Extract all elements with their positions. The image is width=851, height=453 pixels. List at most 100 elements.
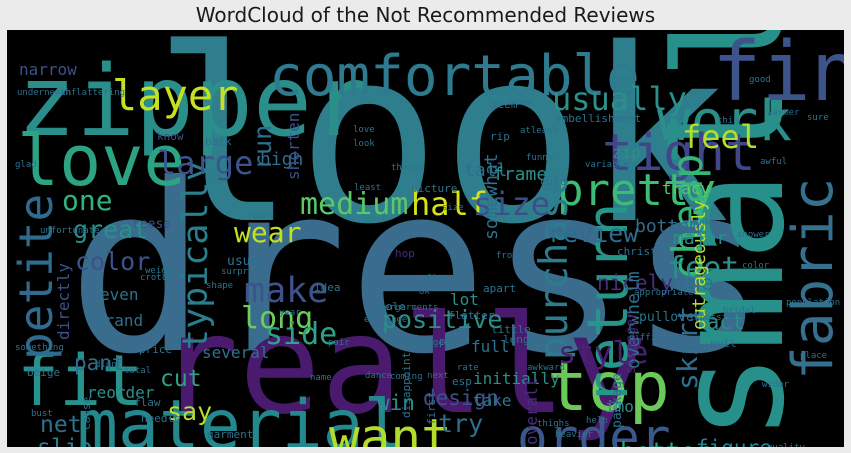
word-reese: reese xyxy=(132,217,171,232)
word-imo: imo xyxy=(605,397,634,416)
word-didnt: didnt xyxy=(95,360,122,370)
word-undergarments: undergarments xyxy=(368,303,438,313)
word-small: small xyxy=(644,30,818,442)
word-christ: christ xyxy=(617,245,657,258)
word-comfortable: comfortable xyxy=(269,44,640,109)
word-picture: picture xyxy=(411,182,457,195)
word-tight: tight xyxy=(602,124,756,183)
word-flaw: flaw xyxy=(134,396,161,409)
word-disappoint: disappoint xyxy=(400,352,413,418)
word-least: least xyxy=(354,183,381,193)
word-full: full xyxy=(471,337,510,356)
word-petite: petite xyxy=(9,194,63,360)
word-win: win xyxy=(377,391,415,415)
word-slip: slip xyxy=(37,435,92,447)
word-flatter: flatter xyxy=(448,309,495,322)
word-cut: cut xyxy=(160,366,202,392)
word-apart: apart xyxy=(483,282,516,295)
word-order: order xyxy=(517,409,671,447)
word-initially: initially xyxy=(473,369,560,388)
word-reorder: reorder xyxy=(87,383,155,402)
word-difficult: difficult xyxy=(629,333,678,343)
word-pant: pant xyxy=(74,351,125,375)
word-fine: fine xyxy=(426,274,448,284)
word-surprise: surprise xyxy=(221,267,264,277)
word-material: material xyxy=(77,386,405,447)
word-fit: fit xyxy=(17,340,143,422)
word-really: really xyxy=(157,287,648,445)
word-unflattering: unflattering xyxy=(60,88,125,98)
word-color: color xyxy=(75,247,150,276)
word-though: though xyxy=(391,163,424,173)
word-shower: shower xyxy=(737,230,770,240)
word-directly: directly xyxy=(54,263,73,340)
word-size: size xyxy=(442,203,464,213)
word-hop: hop xyxy=(395,247,415,260)
word-rate: rate xyxy=(457,363,479,373)
word-weight: weight xyxy=(145,266,178,276)
word-needle: needle xyxy=(141,412,181,425)
word-first: first xyxy=(425,392,438,425)
word-crotch: crotch xyxy=(140,273,173,283)
word-awful: awful xyxy=(760,157,787,167)
word-skirt: skirt xyxy=(671,306,704,390)
word-coming: coming xyxy=(390,372,423,382)
word-dress: dress xyxy=(67,134,768,405)
word-find: find xyxy=(712,30,844,120)
word-even: even xyxy=(100,285,139,304)
word-fabric: fabric xyxy=(781,178,844,380)
word-package: package xyxy=(610,373,625,428)
word-know: know xyxy=(157,130,184,143)
word-want: want xyxy=(329,409,452,447)
word-figure: figure xyxy=(696,436,772,447)
word-zip: zip xyxy=(612,143,641,162)
word-underneath: underneath xyxy=(17,88,71,98)
word-look: look xyxy=(353,139,375,149)
word-wide: wide xyxy=(663,271,714,295)
word-fact: fact xyxy=(694,310,745,334)
word-heavier: heavier xyxy=(555,430,594,440)
word-usual: usual xyxy=(227,254,266,269)
word-somewhat: somewhat xyxy=(481,153,502,240)
word-sure: sure xyxy=(807,113,829,123)
word-thighs: thighs xyxy=(537,419,570,429)
word-side: side xyxy=(265,317,337,352)
word-wear: wear xyxy=(234,216,301,249)
word-overwhelm: overwhelm xyxy=(623,271,644,369)
word-design: design xyxy=(423,386,499,410)
word-population: population xyxy=(786,298,840,308)
word-dance: dance xyxy=(365,371,392,381)
word-awkward: awkward xyxy=(527,363,565,373)
word-cloud-background xyxy=(7,30,844,447)
word-layer: layer xyxy=(112,71,238,120)
word-try: try xyxy=(438,409,483,438)
word-feet: feet xyxy=(667,251,739,286)
word-style: style xyxy=(558,336,648,371)
word-several: several xyxy=(202,343,269,362)
word-seem: seem xyxy=(509,98,531,108)
word-long: long xyxy=(241,301,313,336)
word-tracy: tracy xyxy=(662,179,711,198)
word-typically: typically xyxy=(176,160,216,350)
word-price: price xyxy=(139,343,172,356)
word-work: work xyxy=(657,89,792,154)
word-review: review xyxy=(548,219,639,248)
word-shape: shape xyxy=(206,281,233,291)
word-exchange: exchange xyxy=(364,315,407,325)
word-bridal: bridal xyxy=(723,306,756,316)
word-look: look xyxy=(152,30,730,277)
word-rip: rip xyxy=(490,130,510,143)
word-cute: cute xyxy=(540,175,567,188)
word-purchase: purchase xyxy=(532,172,577,360)
word-thin: thin xyxy=(717,116,739,126)
word-name: name xyxy=(310,373,332,383)
word-hole: hole xyxy=(379,300,406,313)
word-frame: frame xyxy=(493,164,547,185)
word-cheap: cheap xyxy=(663,154,712,280)
word-little: little xyxy=(491,323,531,336)
word-medium: medium xyxy=(300,187,408,222)
word-large: large xyxy=(157,144,253,182)
word-net: net xyxy=(40,412,82,438)
